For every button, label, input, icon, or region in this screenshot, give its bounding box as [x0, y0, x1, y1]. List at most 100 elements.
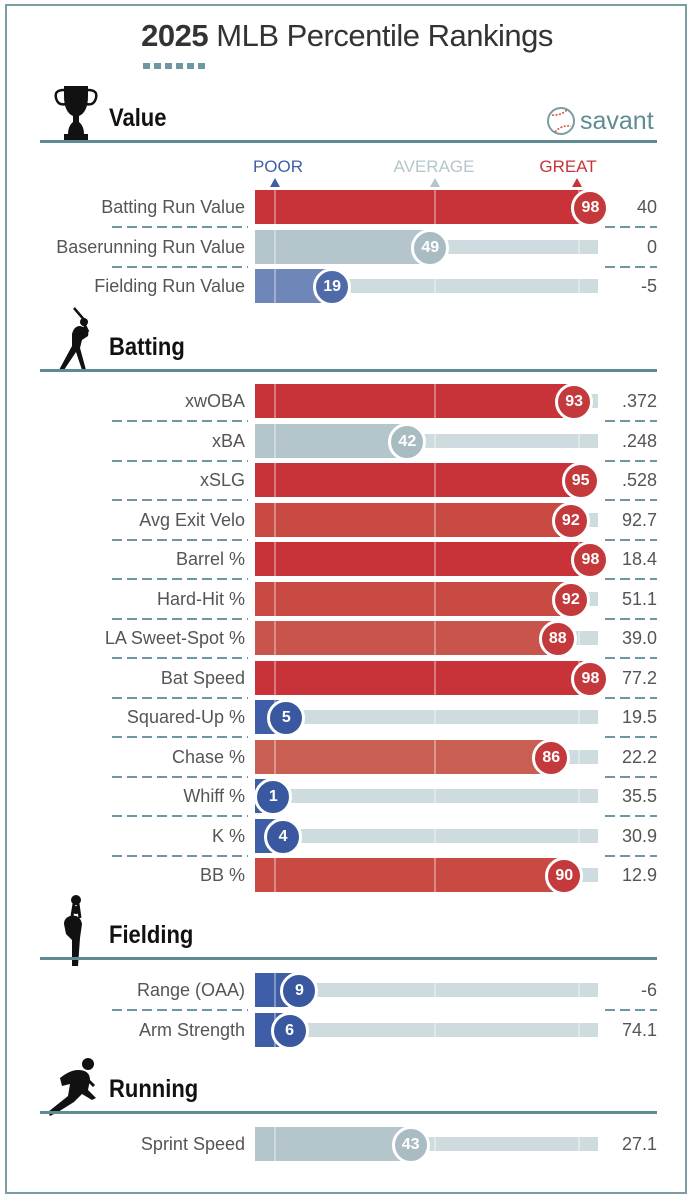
- savant-logo: savant: [546, 104, 654, 138]
- scale-marker-line: [578, 424, 580, 458]
- percentile-bubble: 1: [254, 778, 293, 816]
- percentile-row: Arm Strength 6 74.1: [0, 1012, 694, 1050]
- scale-marker-line: [274, 858, 276, 892]
- scale-marker-line: [274, 190, 276, 224]
- metric-label: LA Sweet-Spot %: [104, 628, 245, 648]
- percentile-bubble: 88: [538, 620, 577, 658]
- bar-track: [332, 279, 598, 293]
- metric-label: Batting Run Value: [101, 197, 245, 217]
- section-title: Running: [109, 1075, 199, 1103]
- metric-label: xwOBA: [184, 391, 245, 411]
- metric-value: 35.5: [621, 786, 657, 806]
- scale-marker-line: [274, 1127, 276, 1161]
- row-separator-left: [112, 657, 248, 659]
- percentile-row: BB % 90 12.9: [0, 857, 694, 895]
- row-separator-left: [112, 266, 248, 268]
- scale-marker-line: [274, 661, 276, 695]
- percentile-bubble: 98: [571, 189, 610, 227]
- percentile-row: xwOBA 93 .372: [0, 383, 694, 421]
- row-separator-right: [605, 499, 657, 501]
- section-title: Fielding: [109, 921, 194, 949]
- scale-marker-line: [434, 621, 436, 655]
- metric-value: 22.2: [621, 747, 657, 767]
- section-divider: [40, 369, 657, 372]
- percentile-bubble: 92: [551, 581, 590, 619]
- row-separator-right: [605, 420, 657, 422]
- fielder-icon: [58, 894, 92, 973]
- metric-label: xBA: [211, 431, 245, 451]
- section-divider: [40, 1111, 657, 1114]
- trophy-icon: [52, 82, 100, 149]
- section-title: Value: [109, 104, 167, 132]
- legend-average-marker: [430, 178, 440, 187]
- scale-marker-line: [578, 269, 580, 303]
- metric-value: 92.7: [621, 510, 657, 530]
- row-separator-left: [112, 420, 248, 422]
- scale-marker-line: [434, 858, 436, 892]
- metric-label: Bat Speed: [160, 668, 245, 688]
- scale-marker-line: [274, 230, 276, 264]
- scale-marker-line: [434, 269, 436, 303]
- percentile-bar: [255, 582, 571, 616]
- percentile-bubble: 49: [411, 229, 450, 267]
- percentile-bubble: 98: [571, 541, 610, 579]
- percentile-bubble: 92: [551, 502, 590, 540]
- scale-marker-line: [434, 190, 436, 224]
- percentile-bubble: 42: [388, 423, 427, 461]
- percentile-bubble: 6: [270, 1012, 309, 1050]
- metric-value: .248: [621, 431, 657, 451]
- row-separator-left: [112, 855, 248, 857]
- percentile-row: Baserunning Run Value 49 0: [0, 229, 694, 267]
- percentile-row: Hard-Hit % 92 51.1: [0, 581, 694, 619]
- percentile-bar: [255, 858, 565, 892]
- row-separator-right: [605, 697, 657, 699]
- percentile-row: K % 4 30.9: [0, 818, 694, 856]
- percentile-row: xBA 42 .248: [0, 423, 694, 461]
- percentile-bubble: 98: [571, 660, 610, 698]
- percentile-bubble: 19: [313, 268, 352, 306]
- metric-label: Whiff %: [183, 786, 245, 806]
- savant-logo-text: savant: [580, 106, 654, 135]
- metric-label: Hard-Hit %: [156, 589, 245, 609]
- row-separator-right: [605, 855, 657, 857]
- legend-great: GREAT: [539, 157, 597, 176]
- row-separator-right: [605, 815, 657, 817]
- percentile-bar: [255, 740, 552, 774]
- percentile-row: Batting Run Value 98 40: [0, 189, 694, 227]
- scale-marker-line: [434, 973, 436, 1007]
- metric-value: 19.5: [621, 707, 657, 727]
- bar-track: [407, 434, 598, 448]
- metric-value: 0: [646, 237, 657, 257]
- metric-value: 12.9: [621, 865, 657, 885]
- scale-marker-line: [578, 1127, 580, 1161]
- legend-poor: POOR: [252, 157, 304, 176]
- scale-marker-line: [434, 700, 436, 734]
- scale-marker-line: [274, 269, 276, 303]
- row-separator-left: [112, 618, 248, 620]
- scale-marker-line: [434, 1013, 436, 1047]
- percentile-bar: [255, 542, 591, 576]
- metric-value: .372: [621, 391, 657, 411]
- row-separator-left: [112, 776, 248, 778]
- percentile-bar: [255, 230, 431, 264]
- scale-marker-line: [578, 1013, 580, 1047]
- section-divider: [40, 140, 657, 143]
- row-separator-right: [605, 460, 657, 462]
- metric-value: 77.2: [621, 668, 657, 688]
- scale-marker-line: [274, 503, 276, 537]
- percentile-bar: [255, 621, 558, 655]
- metric-value: 27.1: [621, 1134, 657, 1154]
- percentile-row: Whiff % 1 35.5: [0, 778, 694, 816]
- scale-marker-line: [274, 463, 276, 497]
- metric-value: 30.9: [621, 826, 657, 846]
- metric-label: Range (OAA): [136, 980, 245, 1000]
- bar-track: [286, 710, 598, 724]
- scale-marker-line: [434, 542, 436, 576]
- percentile-row: Avg Exit Velo 92 92.7: [0, 502, 694, 540]
- scale-marker-line: [274, 424, 276, 458]
- scale-marker-line: [434, 819, 436, 853]
- scale-marker-line: [578, 740, 580, 774]
- bar-track: [273, 789, 598, 803]
- runner-icon: [44, 1056, 100, 1123]
- row-separator-left: [112, 460, 248, 462]
